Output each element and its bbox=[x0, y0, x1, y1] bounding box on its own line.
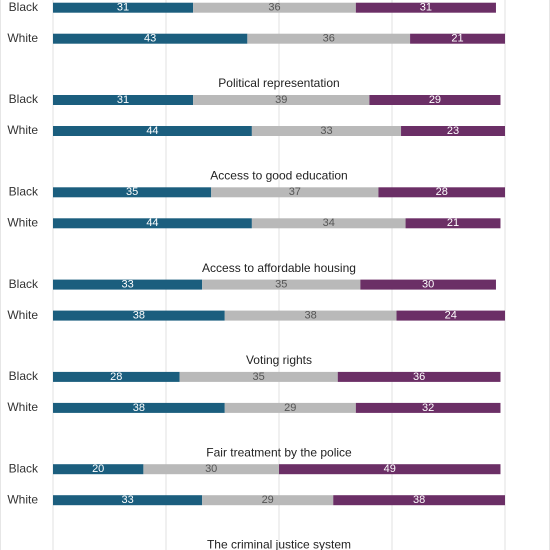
bar-segment bbox=[410, 33, 505, 44]
bar-segment bbox=[179, 371, 338, 382]
bar-segment bbox=[337, 371, 501, 382]
bar-segment bbox=[53, 2, 194, 13]
bar-segment bbox=[53, 402, 225, 413]
bar-segment bbox=[193, 2, 356, 13]
value-label: 36 bbox=[413, 371, 425, 383]
group-title: Voting rights bbox=[246, 353, 312, 367]
value-label: 36 bbox=[268, 2, 280, 14]
bar-segment bbox=[202, 495, 334, 506]
bar-segment bbox=[224, 402, 356, 413]
group-title: Access to good education bbox=[210, 168, 347, 182]
value-label: 38 bbox=[305, 310, 317, 322]
value-label: 38 bbox=[133, 402, 145, 414]
row-label: White bbox=[7, 31, 38, 45]
bar-segment bbox=[53, 33, 248, 44]
value-label: 28 bbox=[436, 186, 448, 198]
bar-segment bbox=[53, 95, 194, 105]
value-label: 38 bbox=[133, 310, 145, 322]
bar-segment bbox=[369, 95, 501, 105]
bar-segment bbox=[247, 33, 411, 44]
value-label: 20 bbox=[92, 463, 104, 475]
value-label: 32 bbox=[422, 402, 434, 414]
bar-segment bbox=[53, 187, 212, 198]
row-label: Black bbox=[9, 277, 39, 291]
value-label: 31 bbox=[117, 94, 129, 106]
row-label: White bbox=[7, 308, 38, 322]
value-label: 30 bbox=[205, 463, 217, 475]
row-label: Black bbox=[9, 0, 39, 14]
value-label: 49 bbox=[384, 463, 396, 475]
value-label: 38 bbox=[413, 494, 425, 506]
row-label: Black bbox=[9, 461, 39, 475]
value-label: 21 bbox=[447, 217, 459, 229]
value-label: 39 bbox=[275, 94, 287, 106]
value-label: 29 bbox=[429, 94, 441, 106]
value-label: 28 bbox=[110, 371, 122, 383]
bar-segment bbox=[355, 2, 496, 13]
bar-segment bbox=[193, 95, 370, 105]
row-label: Black bbox=[9, 369, 39, 383]
value-label: 37 bbox=[289, 186, 301, 198]
group-title: Access to affordable housing bbox=[202, 261, 356, 275]
bar-segment bbox=[211, 187, 379, 198]
bar-segment bbox=[53, 495, 203, 506]
bar-segment bbox=[53, 218, 252, 229]
bar-segment bbox=[360, 279, 496, 290]
bar-segment bbox=[53, 126, 252, 136]
value-label: 35 bbox=[253, 371, 265, 383]
value-label: 35 bbox=[126, 186, 138, 198]
bar-segment bbox=[378, 187, 505, 198]
value-label: 24 bbox=[445, 310, 457, 322]
value-label: 30 bbox=[422, 279, 434, 291]
value-label: 44 bbox=[146, 125, 158, 137]
row-label: White bbox=[7, 215, 38, 229]
value-label: 29 bbox=[284, 402, 296, 414]
value-label: 33 bbox=[320, 125, 332, 137]
bar-segment bbox=[224, 310, 397, 321]
bar-segment bbox=[143, 464, 279, 475]
bar-segment bbox=[401, 126, 505, 136]
group-title: The criminal justice system bbox=[207, 538, 351, 550]
bar-segment bbox=[53, 310, 225, 321]
row-label: White bbox=[7, 492, 38, 506]
row-label: White bbox=[7, 400, 38, 414]
value-label: 29 bbox=[262, 494, 274, 506]
value-label: 36 bbox=[323, 33, 335, 45]
bar-segment bbox=[251, 218, 406, 229]
value-label: 43 bbox=[144, 33, 156, 45]
bar-segment bbox=[333, 495, 505, 506]
value-label: 34 bbox=[323, 217, 335, 229]
bar-segment bbox=[202, 279, 361, 290]
value-label: 23 bbox=[447, 125, 459, 137]
bar-segment bbox=[53, 464, 144, 475]
bar-segment bbox=[251, 126, 402, 136]
bar-segment bbox=[355, 402, 501, 413]
bar-segment bbox=[279, 464, 501, 475]
group-title: Fair treatment by the police bbox=[206, 445, 352, 459]
bar-segment bbox=[396, 310, 505, 321]
row-label: White bbox=[7, 123, 38, 137]
value-label: 33 bbox=[121, 279, 133, 291]
value-label: 35 bbox=[275, 279, 287, 291]
row-label: Black bbox=[9, 92, 39, 106]
value-label: 44 bbox=[146, 217, 158, 229]
value-label: 31 bbox=[117, 2, 129, 14]
bar-segment bbox=[53, 371, 180, 382]
bar-segment bbox=[405, 218, 501, 229]
row-label: Black bbox=[9, 184, 39, 198]
group-title: Political representation bbox=[218, 76, 339, 90]
bar-segment bbox=[53, 279, 203, 290]
value-label: 33 bbox=[121, 494, 133, 506]
value-label: 31 bbox=[420, 2, 432, 14]
value-label: 21 bbox=[451, 33, 463, 45]
